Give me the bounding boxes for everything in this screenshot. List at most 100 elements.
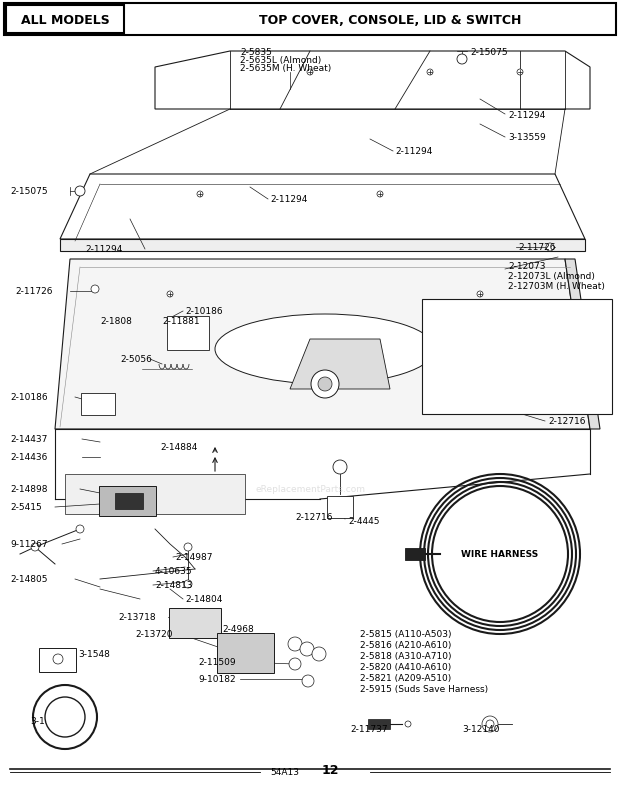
Circle shape — [184, 543, 192, 551]
Text: 3-12140: 3-12140 — [462, 724, 500, 734]
Text: WIRE HARNESS: WIRE HARNESS — [461, 550, 539, 559]
Text: 2-11726: 2-11726 — [15, 287, 53, 296]
Circle shape — [457, 55, 467, 65]
Text: 2-5415: 2-5415 — [10, 503, 42, 512]
Text: 2-5816 (A210-A610): 2-5816 (A210-A610) — [360, 640, 451, 649]
FancyBboxPatch shape — [65, 474, 245, 514]
Text: 2-11294: 2-11294 — [508, 110, 546, 119]
Circle shape — [91, 285, 99, 294]
Circle shape — [33, 685, 97, 749]
Text: TOP COVER, CONSOLE, LID & SWITCH: TOP COVER, CONSOLE, LID & SWITCH — [259, 14, 521, 27]
FancyBboxPatch shape — [167, 316, 209, 350]
Circle shape — [482, 716, 498, 732]
Text: 2-5635L (Almond): 2-5635L (Almond) — [240, 56, 321, 65]
Circle shape — [318, 378, 332, 392]
Polygon shape — [60, 240, 585, 251]
Circle shape — [377, 191, 383, 198]
Text: 12: 12 — [321, 764, 339, 777]
FancyBboxPatch shape — [422, 299, 612, 414]
Text: 9-11267: 9-11267 — [10, 540, 48, 549]
Text: 3-11155: 3-11155 — [30, 717, 68, 726]
FancyBboxPatch shape — [39, 648, 76, 672]
Circle shape — [76, 526, 84, 534]
Circle shape — [307, 70, 313, 76]
Text: 2-14987: 2-14987 — [175, 553, 213, 562]
Circle shape — [562, 337, 568, 342]
Text: 2-14804: 2-14804 — [185, 594, 223, 603]
Circle shape — [477, 292, 483, 298]
Polygon shape — [55, 260, 590, 430]
Text: 2-5537
2-5537L (Almond)
2-5537M (H. Wheat): 2-5537 2-5537L (Almond) 2-5537M (H. Whea… — [427, 318, 511, 347]
Text: eReplacementParts.com: eReplacementParts.com — [255, 485, 365, 494]
Circle shape — [75, 187, 85, 197]
Text: 2-14898: 2-14898 — [10, 485, 48, 494]
FancyBboxPatch shape — [217, 633, 274, 673]
Text: 2-11509: 2-11509 — [198, 658, 236, 667]
Circle shape — [167, 292, 173, 298]
Text: 2-5820 (A410-A610): 2-5820 (A410-A610) — [360, 663, 451, 672]
Circle shape — [289, 659, 301, 670]
Circle shape — [53, 654, 63, 664]
Circle shape — [486, 720, 494, 728]
Polygon shape — [290, 340, 390, 389]
Text: 3-1548: 3-1548 — [78, 650, 110, 659]
Text: 2-12073L (Almond): 2-12073L (Almond) — [508, 272, 595, 281]
Text: 2-5915 (Suds Save Harness): 2-5915 (Suds Save Harness) — [360, 684, 488, 693]
Text: 2-13720: 2-13720 — [135, 629, 172, 639]
FancyBboxPatch shape — [6, 6, 124, 34]
Text: 2-11294: 2-11294 — [270, 195, 308, 204]
Text: 2-5056: 2-5056 — [120, 355, 152, 364]
Text: 2-5815 (A110-A503): 2-5815 (A110-A503) — [360, 629, 451, 638]
Text: 2-11294: 2-11294 — [395, 148, 432, 157]
Text: 2-11726: 2-11726 — [518, 243, 556, 252]
Text: 2-12703M (H. Wheat): 2-12703M (H. Wheat) — [508, 281, 605, 290]
Text: 2-15075: 2-15075 — [470, 48, 508, 57]
Text: 2-14813: 2-14813 — [155, 581, 192, 590]
Circle shape — [184, 581, 192, 588]
Text: 2-1808: 2-1808 — [100, 317, 132, 326]
Circle shape — [333, 461, 347, 474]
Text: Nonbleach: Nonbleach — [427, 357, 481, 366]
Text: 4-10635: 4-10635 — [155, 567, 193, 576]
Text: 2-14436: 2-14436 — [10, 453, 47, 462]
Text: ALL MODELS: ALL MODELS — [20, 14, 109, 27]
Text: 54A13: 54A13 — [270, 767, 299, 777]
FancyBboxPatch shape — [169, 608, 221, 638]
Ellipse shape — [215, 315, 435, 384]
Text: 2-11294: 2-11294 — [85, 245, 122, 254]
Circle shape — [517, 70, 523, 76]
Polygon shape — [155, 52, 590, 109]
FancyBboxPatch shape — [405, 548, 425, 560]
Text: 2-10186: 2-10186 — [185, 307, 223, 316]
Text: 2-12716: 2-12716 — [295, 513, 332, 521]
Text: 2-11881: 2-11881 — [162, 317, 200, 326]
Text: 3-13559: 3-13559 — [508, 133, 546, 142]
Circle shape — [311, 371, 339, 398]
Circle shape — [300, 642, 314, 656]
Text: 2-13718: 2-13718 — [118, 613, 156, 622]
FancyBboxPatch shape — [368, 719, 390, 729]
Text: 2-15075: 2-15075 — [10, 187, 48, 196]
Circle shape — [427, 70, 433, 76]
Text: 2-12716: 2-12716 — [548, 417, 585, 426]
Text: 2-10186: 2-10186 — [10, 393, 48, 402]
Text: 2-12073: 2-12073 — [508, 262, 546, 271]
Circle shape — [197, 191, 203, 198]
FancyBboxPatch shape — [81, 393, 115, 415]
Text: 2-5635M (H. Wheat): 2-5635M (H. Wheat) — [240, 64, 331, 73]
FancyBboxPatch shape — [327, 496, 353, 518]
Text: 2-4968: 2-4968 — [222, 624, 254, 633]
Text: 2-4445: 2-4445 — [348, 517, 379, 526]
Text: 2-14437: 2-14437 — [10, 435, 47, 444]
Text: 2-5818 (A310-A710): 2-5818 (A310-A710) — [360, 651, 451, 660]
Text: Bleach: Bleach — [427, 305, 461, 314]
Circle shape — [546, 243, 554, 251]
Text: 2-14805: 2-14805 — [10, 575, 48, 584]
Text: 2-5821 (A209-A510): 2-5821 (A209-A510) — [360, 673, 451, 682]
FancyBboxPatch shape — [99, 487, 156, 517]
Polygon shape — [565, 260, 600, 430]
Circle shape — [288, 637, 302, 651]
Circle shape — [302, 676, 314, 687]
Text: 2-14884: 2-14884 — [160, 443, 197, 452]
FancyBboxPatch shape — [115, 493, 143, 509]
